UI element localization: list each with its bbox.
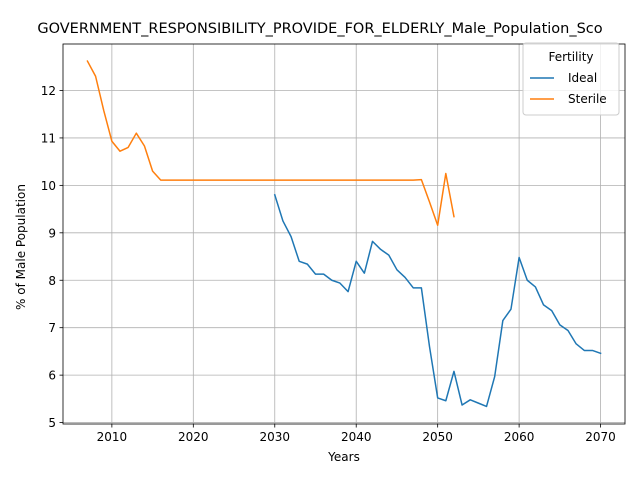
x-axis-label: Years bbox=[327, 450, 360, 464]
plot-frame bbox=[62, 43, 626, 425]
y-tick-label: 11 bbox=[41, 131, 56, 145]
y-tick-label: 5 bbox=[48, 416, 56, 430]
y-tick-label: 9 bbox=[48, 226, 56, 240]
chart-title: GOVERNMENT_RESPONSIBILITY_PROVIDE_FOR_EL… bbox=[37, 21, 602, 37]
y-tick-label: 12 bbox=[41, 84, 56, 98]
legend-title: Fertility bbox=[548, 50, 593, 64]
y-tick-label: 7 bbox=[48, 321, 56, 335]
x-tick-label: 2050 bbox=[422, 430, 453, 444]
y-tick-label: 10 bbox=[41, 179, 56, 193]
x-tick-label: 2060 bbox=[504, 430, 535, 444]
axis-ticks: 2010 2020 2030 2040 2050 2060 2070 5 6 7 8 9 10 11 12 bbox=[41, 84, 616, 444]
x-tick-label: 2070 bbox=[585, 430, 616, 444]
grid bbox=[63, 44, 625, 424]
y-tick-label: 8 bbox=[48, 274, 56, 288]
series-lines bbox=[86, 60, 602, 408]
y-tick-label: 6 bbox=[48, 369, 56, 383]
series-line-sterile bbox=[86, 60, 455, 226]
y-axis-label: % of Male Population bbox=[14, 184, 28, 310]
x-tick-label: 2040 bbox=[341, 430, 372, 444]
x-tick-label: 2020 bbox=[178, 430, 209, 444]
legend-box bbox=[522, 42, 620, 116]
legend: Fertility Ideal Sterile bbox=[522, 42, 620, 116]
legend-label-ideal: Ideal bbox=[568, 71, 597, 85]
series-line-ideal bbox=[273, 193, 602, 408]
legend-label-sterile: Sterile bbox=[568, 92, 607, 106]
x-tick-label: 2010 bbox=[97, 430, 128, 444]
x-tick-label: 2030 bbox=[259, 430, 290, 444]
